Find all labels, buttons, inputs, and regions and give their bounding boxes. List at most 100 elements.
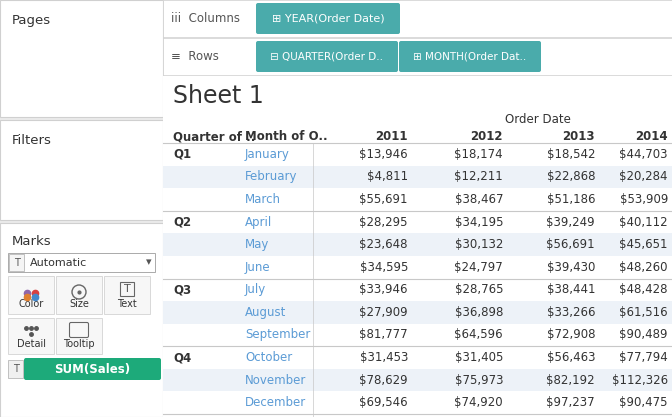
Text: $34,195: $34,195 (454, 216, 503, 229)
Text: June: June (245, 261, 271, 274)
Text: $39,430: $39,430 (546, 261, 595, 274)
FancyBboxPatch shape (69, 322, 89, 337)
Text: $36,898: $36,898 (455, 306, 503, 319)
Text: ⊞ MONTH(Order Dat..: ⊞ MONTH(Order Dat.. (413, 52, 527, 61)
Text: $34,595: $34,595 (360, 261, 408, 274)
Text: $22,868: $22,868 (546, 171, 595, 183)
Text: $75,973: $75,973 (454, 374, 503, 387)
Text: $40,112: $40,112 (620, 216, 668, 229)
Text: T: T (124, 284, 130, 294)
Text: $23,648: $23,648 (360, 238, 408, 251)
FancyBboxPatch shape (56, 318, 102, 354)
Text: Month of O..: Month of O.. (245, 130, 328, 143)
FancyBboxPatch shape (163, 369, 672, 392)
Text: ⊟ QUARTER(Order D..: ⊟ QUARTER(Order D.. (271, 52, 384, 61)
FancyBboxPatch shape (104, 276, 150, 314)
FancyBboxPatch shape (8, 360, 23, 378)
Text: $38,467: $38,467 (454, 193, 503, 206)
Text: $48,260: $48,260 (620, 261, 668, 274)
Text: $12,211: $12,211 (454, 171, 503, 183)
Text: $112,326: $112,326 (612, 374, 668, 387)
Text: $77,794: $77,794 (620, 351, 668, 364)
Text: 2013: 2013 (562, 130, 595, 143)
Text: $90,489: $90,489 (620, 329, 668, 342)
Text: $28,765: $28,765 (454, 283, 503, 296)
FancyBboxPatch shape (56, 276, 102, 314)
Text: 2011: 2011 (376, 130, 408, 143)
Text: T: T (13, 258, 19, 267)
FancyBboxPatch shape (9, 254, 24, 271)
Text: $53,909: $53,909 (620, 193, 668, 206)
FancyBboxPatch shape (399, 41, 541, 72)
FancyBboxPatch shape (8, 276, 54, 314)
FancyBboxPatch shape (0, 0, 163, 117)
Text: T: T (13, 364, 18, 374)
FancyBboxPatch shape (0, 120, 163, 220)
Text: March: March (245, 193, 281, 206)
Text: ⊞ YEAR(Order Date): ⊞ YEAR(Order Date) (271, 13, 384, 23)
Text: December: December (245, 396, 306, 409)
Text: $56,463: $56,463 (546, 351, 595, 364)
Text: $56,691: $56,691 (546, 238, 595, 251)
Text: SUM(Sales): SUM(Sales) (54, 362, 130, 375)
Text: $39,249: $39,249 (546, 216, 595, 229)
FancyBboxPatch shape (8, 318, 54, 354)
Text: Automatic: Automatic (30, 258, 87, 267)
Text: Q2: Q2 (173, 216, 191, 229)
FancyBboxPatch shape (24, 358, 161, 380)
Text: $38,441: $38,441 (546, 283, 595, 296)
Text: November: November (245, 374, 306, 387)
Text: $82,192: $82,192 (546, 374, 595, 387)
Text: Pages: Pages (12, 14, 51, 27)
Text: Color: Color (18, 299, 44, 309)
Text: Detail: Detail (17, 339, 46, 349)
Text: $4,811: $4,811 (367, 171, 408, 183)
Text: Marks: Marks (12, 235, 52, 248)
FancyBboxPatch shape (163, 38, 672, 75)
Text: February: February (245, 171, 298, 183)
Text: $24,797: $24,797 (454, 261, 503, 274)
Text: Q4: Q4 (173, 351, 192, 364)
Text: $97,237: $97,237 (546, 396, 595, 409)
FancyBboxPatch shape (163, 0, 672, 37)
Text: $61,516: $61,516 (620, 306, 668, 319)
Text: April: April (245, 216, 272, 229)
Text: $74,920: $74,920 (454, 396, 503, 409)
Text: ▾: ▾ (146, 258, 152, 267)
FancyBboxPatch shape (0, 223, 163, 417)
Text: $81,777: $81,777 (360, 329, 408, 342)
FancyBboxPatch shape (256, 41, 398, 72)
Text: $20,284: $20,284 (620, 171, 668, 183)
Text: $27,909: $27,909 (360, 306, 408, 319)
Text: October: October (245, 351, 292, 364)
FancyBboxPatch shape (163, 76, 672, 417)
Text: $31,453: $31,453 (360, 351, 408, 364)
Text: $72,908: $72,908 (546, 329, 595, 342)
Text: 2012: 2012 (470, 130, 503, 143)
Text: $13,946: $13,946 (360, 148, 408, 161)
Text: Q1: Q1 (173, 148, 191, 161)
Text: iii  Columns: iii Columns (171, 12, 240, 25)
Text: Text: Text (117, 299, 137, 309)
Text: Filters: Filters (12, 134, 52, 147)
Text: 2014: 2014 (635, 130, 668, 143)
Text: $78,629: $78,629 (360, 374, 408, 387)
Text: $51,186: $51,186 (546, 193, 595, 206)
Text: January: January (245, 148, 290, 161)
Text: September: September (245, 329, 310, 342)
Text: $48,428: $48,428 (620, 283, 668, 296)
Text: $30,132: $30,132 (455, 238, 503, 251)
Text: Q3: Q3 (173, 283, 191, 296)
FancyBboxPatch shape (163, 166, 672, 188)
Text: ≡  Rows: ≡ Rows (171, 50, 219, 63)
FancyBboxPatch shape (256, 3, 400, 34)
Text: $18,542: $18,542 (546, 148, 595, 161)
Text: $33,266: $33,266 (546, 306, 595, 319)
FancyBboxPatch shape (163, 234, 672, 256)
Text: July: July (245, 283, 266, 296)
Text: Tooltip: Tooltip (63, 339, 95, 349)
Text: $45,651: $45,651 (620, 238, 668, 251)
Text: Sheet 1: Sheet 1 (173, 84, 263, 108)
Text: Size: Size (69, 299, 89, 309)
FancyBboxPatch shape (8, 253, 155, 272)
